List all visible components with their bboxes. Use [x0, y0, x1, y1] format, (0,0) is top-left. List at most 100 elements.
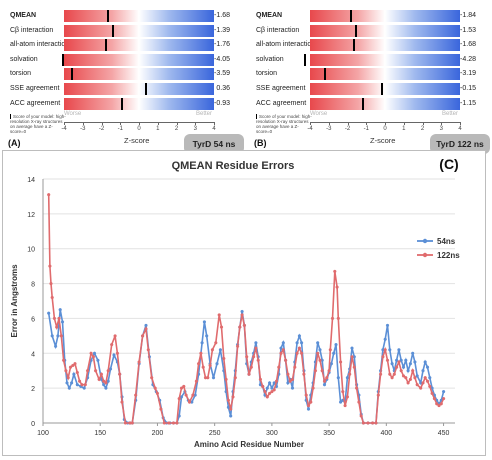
zscore-tick-label: 4: [458, 126, 462, 132]
run-label-badge: TyrD 122 ns: [430, 134, 490, 154]
data-point-122ns: [313, 369, 317, 373]
score-value: -0.93: [214, 99, 230, 107]
data-point-122ns: [297, 346, 301, 350]
data-point-54ns: [281, 341, 285, 345]
legend-marker-icon: [256, 114, 257, 119]
data-point-54ns: [322, 383, 327, 387]
data-point-122ns: [325, 376, 329, 380]
data-point-122ns: [320, 369, 324, 373]
zscore-tick-label: -1: [363, 126, 369, 132]
zscore-marker: [355, 24, 358, 37]
zscore-tick: [195, 122, 197, 125]
data-point-122ns: [75, 370, 79, 375]
data-point-122ns: [229, 407, 233, 411]
row-label: SSE agreement: [256, 85, 306, 92]
data-point-54ns: [385, 323, 390, 327]
data-point-122ns: [430, 391, 434, 395]
data-point-122ns: [376, 393, 380, 397]
data-point-122ns: [61, 358, 66, 362]
zscore-gradient-bar: [64, 83, 214, 95]
zscore-tick-label: -3: [326, 126, 332, 132]
zscore-tick: [64, 122, 65, 125]
data-point-122ns: [162, 421, 166, 425]
zscore-tick: [347, 122, 349, 125]
data-point-122ns: [288, 379, 292, 383]
y-tick-label: 0: [31, 421, 35, 428]
zscore-tick: [120, 122, 122, 125]
zscore-marker: [144, 83, 147, 95]
residue-error-chart: 0 2 4 6 8 10 12 14 100 150 200 250 300 350 400 450 QMEAN…: [2, 150, 486, 456]
zscore-tick: [176, 122, 178, 125]
zscore-tick: [310, 122, 311, 125]
chart-title: QMEAN Residue Errors: [172, 160, 295, 172]
score-row: all-atom interaction -1.76: [0, 39, 246, 52]
row-label: all-atom interaction: [256, 41, 316, 49]
row-label: SSE agreement: [10, 85, 60, 92]
data-point-54ns: [411, 351, 415, 355]
data-point-54ns: [425, 365, 430, 369]
data-point-54ns: [254, 341, 258, 345]
data-point-122ns: [238, 325, 242, 329]
data-point-54ns: [50, 334, 54, 338]
row-label: solvation: [256, 55, 284, 63]
data-point-54ns: [200, 341, 204, 345]
zscore-tick-label: 0: [137, 126, 141, 132]
data-point-54ns: [102, 383, 106, 387]
data-point-54ns: [399, 358, 403, 362]
data-point-122ns: [268, 391, 272, 395]
data-point-54ns: [265, 386, 269, 390]
zscore-tick: [139, 122, 140, 125]
data-point-122ns: [66, 376, 70, 380]
data-point-54ns: [339, 400, 343, 404]
score-row: solvation -4.28: [246, 53, 492, 66]
data-point-122ns: [281, 348, 285, 352]
data-point-54ns: [350, 346, 354, 350]
data-point-122ns: [159, 407, 163, 411]
worse-label: Worse: [310, 111, 328, 117]
data-point-122ns: [374, 421, 378, 425]
zscore-tick-label: -4: [61, 126, 67, 132]
data-point-54ns: [423, 360, 427, 364]
zscore-axis-title: Z-score: [370, 136, 396, 145]
data-point-54ns: [413, 360, 417, 364]
data-point-54ns: [215, 362, 219, 366]
score-value: -1.68: [460, 41, 476, 49]
data-point-122ns: [395, 365, 399, 369]
data-point-122ns: [381, 355, 385, 359]
zscore-marker: [362, 97, 365, 110]
x-tick-label: 300: [266, 430, 278, 437]
legend-label: 54ns: [437, 237, 456, 246]
data-point-122ns: [80, 383, 84, 387]
data-point-122ns: [339, 360, 343, 364]
data-point-122ns: [91, 355, 95, 359]
data-point-122ns: [73, 362, 77, 366]
score-row: SSE agreement 0.36: [0, 83, 246, 95]
data-point-122ns: [352, 365, 356, 369]
x-axis-title: Amino Acid Residue Number: [194, 440, 304, 449]
better-label: Better: [442, 111, 459, 117]
data-point-122ns: [47, 193, 51, 197]
data-point-54ns: [395, 358, 399, 362]
data-point-54ns: [329, 362, 333, 366]
zscore-tick: [422, 122, 424, 125]
data-point-122ns: [439, 402, 443, 406]
data-point-122ns: [201, 365, 205, 369]
data-point-122ns: [245, 355, 249, 359]
data-point-122ns: [208, 363, 212, 368]
data-point-122ns: [397, 360, 401, 364]
data-point-122ns: [316, 351, 320, 355]
data-point-122ns: [141, 334, 145, 338]
data-point-54ns: [144, 323, 148, 327]
data-point-122ns: [179, 386, 184, 390]
data-point-122ns: [270, 390, 274, 394]
row-label: Cβ interaction: [256, 26, 300, 34]
legend-marker-icon: [10, 114, 11, 119]
data-point-122ns: [120, 400, 124, 404]
data-point-122ns: [359, 414, 363, 418]
data-point-122ns: [306, 404, 311, 408]
data-point-54ns: [218, 348, 222, 352]
legend-swatch-marker: [422, 238, 428, 244]
data-point-122ns: [184, 393, 188, 397]
x-tick-label: 200: [152, 430, 164, 437]
data-point-54ns: [316, 341, 320, 345]
